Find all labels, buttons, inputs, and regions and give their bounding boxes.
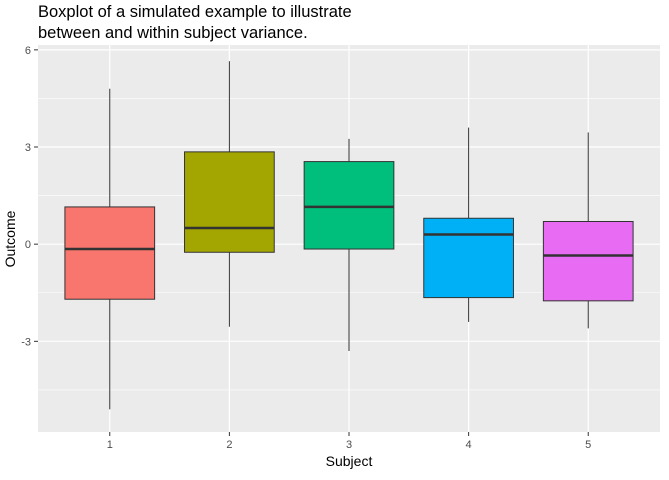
box-subject-2 — [184, 61, 275, 327]
boxes-layer — [64, 61, 634, 410]
box-subject-3 — [303, 138, 395, 352]
box-body — [184, 151, 275, 253]
x-axis-title: Subject — [326, 453, 373, 469]
box-body — [542, 220, 634, 302]
chart-title-line-1: Boxplot of a simulated example to illust… — [38, 3, 352, 21]
x-tick-label: 4 — [466, 439, 472, 451]
box-body — [303, 161, 395, 250]
y-tick-label: 6 — [25, 45, 31, 57]
y-axis-title: Outcome — [2, 210, 18, 267]
y-tick-label: 3 — [25, 142, 31, 154]
box-subject-1 — [64, 88, 156, 410]
y-axis: -3 0 3 6 — [21, 45, 38, 348]
box-body — [423, 217, 514, 299]
y-tick-label: 0 — [25, 239, 31, 251]
box-subject-4 — [423, 127, 514, 322]
x-tick-label: 3 — [346, 439, 352, 451]
box-subject-5 — [542, 132, 634, 329]
x-tick-label: 1 — [107, 439, 113, 451]
y-tick-label: -3 — [21, 336, 31, 348]
box-body — [64, 206, 156, 300]
x-axis: 1 2 3 4 5 — [107, 432, 591, 451]
chart-title-line-2: between and within subject variance. — [38, 24, 308, 42]
x-tick-label: 2 — [226, 439, 232, 451]
x-tick-label: 5 — [585, 439, 591, 451]
